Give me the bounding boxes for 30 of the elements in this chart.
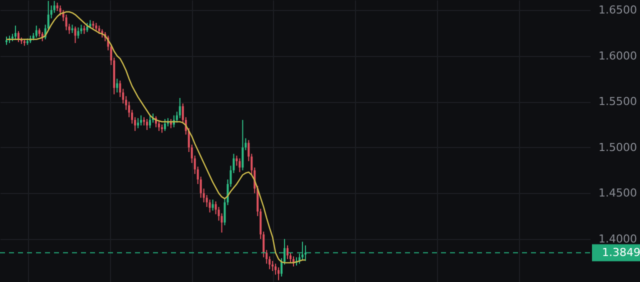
candlestick: [77, 26, 80, 39]
candlestick: [14, 25, 16, 40]
ref-line-label: 1.3849: [602, 246, 640, 259]
candlestick: [137, 118, 140, 129]
candlestick: [278, 266, 280, 281]
candlestick: [286, 244, 289, 260]
candlestick: [272, 260, 274, 272]
candlestick: [116, 78, 118, 93]
candlestick: [140, 114, 142, 126]
y-tick-label: 1.6000: [598, 49, 637, 62]
candlestick: [242, 119, 244, 171]
candlestick: [158, 120, 160, 132]
candlestick: [238, 158, 241, 173]
candlestick: [74, 26, 76, 44]
candlestick: [301, 241, 304, 261]
candlestick: [212, 199, 214, 212]
candlestick: [208, 199, 211, 213]
y-tick-label: 1.5500: [598, 95, 637, 108]
candlestick: [178, 97, 181, 119]
candlestick: [86, 22, 88, 33]
y-tick-label: 1.5000: [598, 140, 637, 154]
candlestick: [146, 118, 148, 131]
y-tick-label: 1.4500: [598, 186, 637, 200]
y-tick-label: 1.6500: [598, 4, 637, 17]
candlestick: [35, 25, 38, 38]
y-tick-label: 1.4000: [598, 232, 637, 246]
candlestick: [149, 114, 151, 129]
candlestick: [65, 14, 68, 31]
candlestick: [80, 24, 82, 34]
candlestick: [164, 118, 166, 132]
